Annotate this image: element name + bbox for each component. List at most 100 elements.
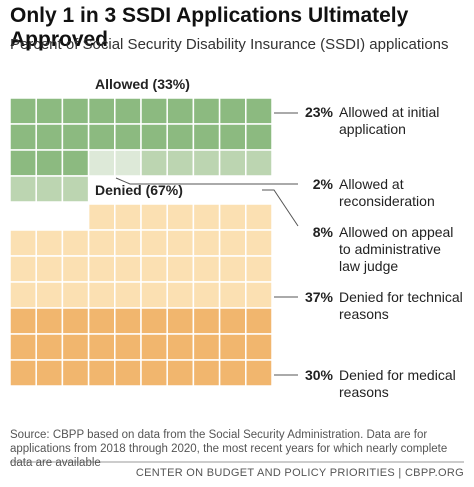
waffle-cell (35, 175, 64, 203)
waffle-cell (9, 359, 37, 387)
waffle-cell (114, 333, 142, 361)
chart-title: Only 1 in 3 SSDI Applications Ultimately… (10, 4, 409, 51)
waffle-cell (166, 149, 195, 177)
waffle-cell (218, 307, 247, 335)
waffle-cell (35, 255, 64, 283)
waffle-cell (35, 97, 64, 125)
waffle-cell (87, 203, 116, 231)
waffle-cell (166, 255, 195, 283)
waffle-cell (87, 229, 116, 257)
value-label: 8% (312, 224, 333, 240)
waffle-cell (61, 229, 90, 257)
waffle-cell (166, 333, 195, 361)
waffle-cell (218, 333, 247, 361)
waffle-cell (87, 123, 116, 151)
waffle-cell (61, 359, 90, 387)
waffle-cell (192, 333, 221, 361)
waffle-cell (218, 97, 247, 125)
legend-label: Allowed on appeal to administrative law … (339, 224, 454, 274)
waffle-cell (218, 281, 247, 309)
waffle-cell (61, 333, 90, 361)
waffle-cell (87, 333, 116, 361)
waffle-cell (166, 203, 195, 231)
waffle-cell (61, 175, 90, 203)
waffle-cell (166, 97, 195, 125)
waffle-cell (245, 333, 273, 361)
waffle-cell (114, 255, 142, 283)
legend-label: Denied for technical reasons (339, 289, 463, 322)
value-label: 37% (304, 289, 333, 305)
waffle-cell (35, 333, 64, 361)
waffle-cell (192, 281, 221, 309)
waffle-cell (87, 255, 116, 283)
waffle-cell (166, 123, 195, 151)
waffle-cell (166, 281, 195, 309)
waffle-cell (114, 149, 142, 177)
waffle-cell (35, 149, 64, 177)
waffle-cell (9, 149, 37, 177)
waffle-cell (140, 255, 168, 283)
footer: CENTER ON BUDGET AND POLICY PRIORITIES |… (135, 467, 464, 479)
waffle-cell (35, 123, 64, 151)
waffle-cell (114, 97, 142, 125)
waffle-cell (9, 97, 37, 125)
waffle-cell (218, 149, 247, 177)
waffle-cell (87, 149, 116, 177)
waffle-cell (245, 149, 273, 177)
waffle-cell (35, 307, 64, 335)
waffle-cell (61, 307, 90, 335)
legend-label: Allowed at initial application (339, 104, 440, 137)
waffle-cell (87, 307, 116, 335)
waffle-cell (166, 229, 195, 257)
waffle-cell (218, 203, 247, 231)
waffle-cell (245, 229, 273, 257)
connectors (115, 112, 299, 376)
waffle-cell (9, 333, 37, 361)
waffle-cell (61, 255, 90, 283)
waffle-cell (114, 203, 142, 231)
waffle-cell (9, 175, 37, 203)
waffle-cell (192, 359, 221, 387)
waffle-cell (35, 281, 64, 309)
group-label: Denied (67%) (95, 182, 183, 198)
waffle-cell (245, 97, 273, 125)
waffle-cell (218, 123, 247, 151)
waffle-cell (140, 97, 168, 125)
waffle-cell (9, 255, 37, 283)
waffle-cell (218, 359, 247, 387)
legend-label: Denied for medical reasons (339, 367, 456, 400)
waffle-cell (192, 255, 221, 283)
waffle-cell (218, 255, 247, 283)
waffle-cell (192, 203, 221, 231)
waffle-cell (166, 307, 195, 335)
waffle-cell (218, 229, 247, 257)
waffle-cell (192, 97, 221, 125)
value-label: 2% (312, 176, 333, 192)
waffle-cell (140, 203, 168, 231)
waffle-cell (192, 229, 221, 257)
waffle-cell (35, 229, 64, 257)
waffle-cell (9, 123, 37, 151)
waffle-cell (114, 359, 142, 387)
waffle-cell (140, 281, 168, 309)
waffle-cell (245, 123, 273, 151)
waffle-cell (245, 255, 273, 283)
value-label: 23% (304, 104, 333, 120)
waffle-cell (166, 359, 195, 387)
waffle-cell (140, 307, 168, 335)
source: Source: CBPP based on data from the Soci… (10, 429, 448, 469)
waffle-cell (192, 123, 221, 151)
waffle-cell (9, 281, 37, 309)
waffle-cell (9, 229, 37, 257)
subtitle: Percent of Social Security Disability In… (10, 36, 449, 53)
waffle-cell (61, 123, 90, 151)
waffle-cell (245, 281, 273, 309)
waffle-cell (87, 97, 116, 125)
waffle-cell (114, 229, 142, 257)
waffle-cell (61, 149, 90, 177)
waffle-cell (245, 307, 273, 335)
waffle-cell (245, 203, 273, 231)
waffle-cell (192, 149, 221, 177)
value-label: 30% (304, 367, 333, 383)
